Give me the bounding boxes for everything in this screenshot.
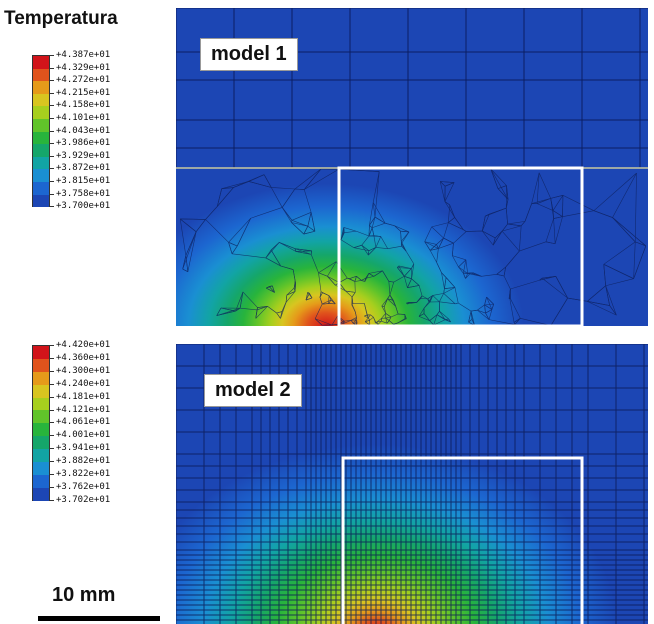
legend-tick — [49, 118, 54, 119]
legend-color-segment — [33, 144, 49, 157]
legend-value-label: +4.158e+01 — [56, 100, 111, 111]
legend-color-segment — [33, 68, 49, 82]
legend-color-segment — [33, 346, 49, 359]
legend-value-label: +3.758e+01 — [56, 188, 111, 199]
scale-bar-label: 10 mm — [52, 584, 116, 606]
legend-color-segment — [33, 81, 49, 94]
legend-value-label: +3.700e+01 — [56, 201, 111, 212]
legend-color-segment — [33, 358, 49, 372]
model-2-label: model 2 — [204, 374, 302, 407]
legend-color-segment — [33, 106, 49, 119]
legend-value-label: +3.882e+01 — [56, 456, 111, 467]
legend-tick — [49, 499, 54, 501]
legend-color-segment — [33, 194, 49, 208]
legend-value-label: +4.061e+01 — [56, 417, 111, 428]
legend-value-label: +4.240e+01 — [56, 378, 111, 389]
legend-value-label: +3.822e+01 — [56, 469, 111, 479]
legend-tick — [49, 105, 54, 107]
legend-tick — [49, 92, 54, 94]
legend-value-label: +3.986e+01 — [56, 138, 111, 149]
legend-value-label: +3.872e+01 — [56, 163, 111, 174]
legend-tick — [49, 370, 54, 372]
legend-tick — [49, 193, 54, 195]
legend-value-label: +4.360e+01 — [56, 352, 111, 363]
legend-tick — [49, 155, 54, 157]
legend-value-label: +4.101e+01 — [56, 113, 111, 123]
legend-tick — [49, 67, 54, 69]
legend-color-segment — [33, 384, 49, 398]
legend-tick — [49, 168, 54, 170]
legend-value-label: +3.815e+01 — [56, 176, 111, 186]
legend-tick — [49, 206, 54, 208]
legend-color-segment — [33, 449, 49, 463]
legend-color-segment — [33, 397, 49, 411]
legend-color-segment — [33, 474, 49, 488]
legend-tick — [49, 130, 54, 132]
legend-value-label: +3.762e+01 — [56, 481, 111, 492]
legend-tick — [49, 422, 54, 424]
legend-value-label: +4.043e+01 — [56, 125, 111, 136]
legend-tick — [49, 383, 54, 385]
legend-tick — [49, 396, 54, 398]
legend-value-label: +3.941e+01 — [56, 443, 111, 454]
legend-tick — [49, 461, 54, 463]
zoom-region-box — [341, 456, 584, 624]
legend-color-segment — [33, 462, 49, 475]
legend-value-label: +4.329e+01 — [56, 62, 111, 73]
legend-color-segment — [33, 169, 49, 182]
legend-tick — [49, 181, 54, 182]
legend-color-segment — [33, 93, 49, 107]
legend-value-label: +4.215e+01 — [56, 87, 111, 98]
legend-value-label: +4.300e+01 — [56, 365, 111, 376]
legend-tick — [49, 409, 54, 411]
zoom-region-box — [337, 166, 584, 326]
legend-color-bar — [32, 345, 50, 501]
legend-value-label: +4.272e+01 — [56, 75, 111, 86]
legend-color-segment — [33, 156, 49, 170]
legend-tick — [49, 486, 54, 488]
legend-color-segment — [33, 181, 49, 195]
model-1-panel: model 1 — [176, 8, 648, 326]
legend-value-label: +4.387e+01 — [56, 50, 111, 60]
model-1-label: model 1 — [200, 38, 298, 71]
legend-value-label: +3.929e+01 — [56, 150, 111, 161]
legend-value-label: +4.420e+01 — [56, 340, 111, 350]
legend-tick — [49, 474, 54, 475]
legend-color-segment — [33, 371, 49, 385]
legend-tick — [49, 55, 54, 56]
legend-tick — [49, 435, 54, 437]
legend-tick — [49, 80, 54, 82]
legend-value-label: +4.181e+01 — [56, 391, 111, 402]
legend-tick — [49, 448, 54, 450]
model-2-panel: model 2 — [176, 344, 648, 624]
legend-color-segment — [33, 131, 49, 145]
legend-tick — [49, 143, 54, 145]
legend-value-label: +3.702e+01 — [56, 494, 111, 505]
legend-tick — [49, 357, 54, 359]
legend-title: Temperatura — [4, 8, 118, 29]
legend-color-segment — [33, 423, 49, 437]
legend-color-segment — [33, 118, 49, 132]
legend-value-label: +4.001e+01 — [56, 430, 111, 441]
scale-bar — [38, 616, 160, 621]
legend-color-segment — [33, 56, 49, 69]
legend-color-bar — [32, 55, 50, 208]
legend-color-segment — [33, 410, 49, 424]
legend-value-label: +4.121e+01 — [56, 404, 111, 415]
legend-tick — [49, 345, 54, 346]
legend-color-segment — [33, 487, 49, 501]
legend-color-segment — [33, 436, 49, 450]
